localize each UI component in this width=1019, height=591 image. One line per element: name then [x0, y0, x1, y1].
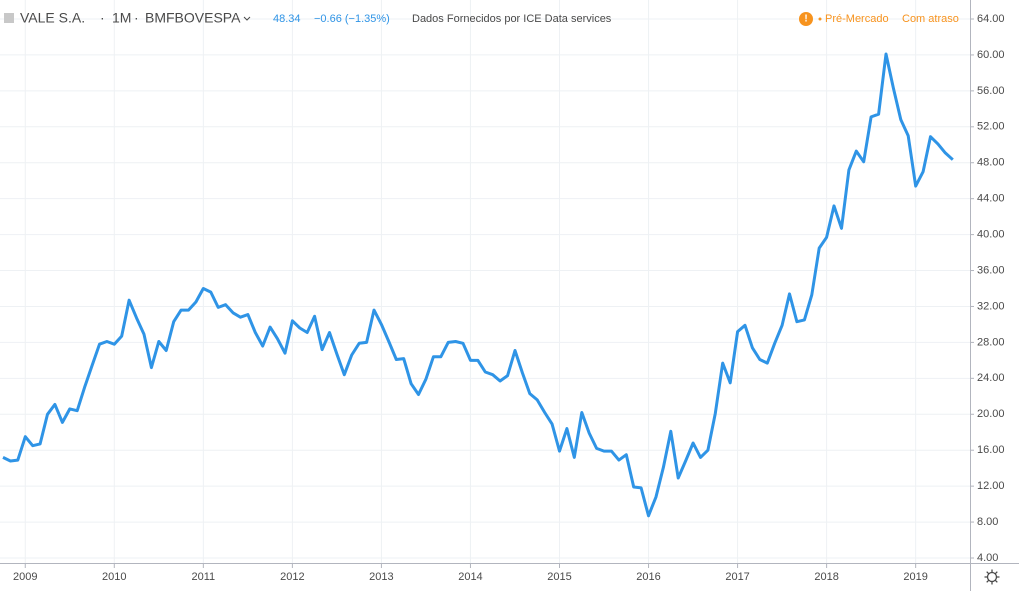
x-tick-label: 2012 — [280, 571, 304, 583]
x-tick-label: 2017 — [725, 571, 749, 583]
status-dot — [818, 17, 822, 21]
y-tick-label: 28.00 — [977, 336, 1005, 348]
y-tick-label: 20.00 — [977, 408, 1005, 420]
separator: · — [100, 10, 105, 26]
change: −0.66 (−1.35%) — [314, 13, 390, 25]
y-tick-label: 56.00 — [977, 85, 1005, 97]
x-tick-label: 2019 — [903, 571, 927, 583]
x-tick-label: 2014 — [458, 571, 482, 583]
price: 48.34 — [273, 13, 301, 25]
exchange[interactable]: BMFBOVESPA — [145, 10, 241, 26]
status-icon-mark: ! — [804, 14, 807, 25]
delay: Com atraso — [902, 13, 959, 25]
price-line — [2, 52, 954, 518]
grid — [0, 0, 970, 563]
y-tick-label: 24.00 — [977, 372, 1005, 384]
y-tick-label: 64.00 — [977, 13, 1005, 25]
x-tick-label: 2011 — [192, 571, 216, 583]
plot — [2, 52, 954, 518]
separator: · — [134, 10, 139, 26]
x-tick-label: 2016 — [636, 571, 660, 583]
settings-icon[interactable] — [984, 569, 1000, 585]
x-tick-label: 2018 — [814, 571, 838, 583]
x-tick-label: 2013 — [369, 571, 393, 583]
status-icon[interactable] — [799, 12, 813, 26]
interval[interactable]: 1M — [112, 10, 131, 26]
y-tick-label: 40.00 — [977, 229, 1005, 241]
data-source: Dados Fornecidos por ICE Data services — [412, 13, 612, 25]
x-tick-label: 2009 — [13, 571, 37, 583]
y-tick-label: 44.00 — [977, 193, 1005, 205]
chevron[interactable] — [243, 16, 251, 21]
symbol-icon — [4, 13, 14, 23]
y-tick-label: 12.00 — [977, 480, 1005, 492]
x-tick-label: 2015 — [547, 571, 571, 583]
y-tick-label: 32.00 — [977, 300, 1005, 312]
y-tick-label: 52.00 — [977, 121, 1005, 133]
status: Pré-Mercado — [825, 13, 889, 25]
y-tick-label: 8.00 — [977, 516, 998, 528]
x-tick-label: 2010 — [102, 571, 126, 583]
y-tick-label: 16.00 — [977, 444, 1005, 456]
y-tick-label: 60.00 — [977, 49, 1005, 61]
y-tick-label: 36.00 — [977, 264, 1005, 276]
y-tick-label: 4.00 — [977, 552, 998, 564]
symbol[interactable]: VALE S.A. — [20, 10, 85, 26]
y-tick-label: 48.00 — [977, 157, 1005, 169]
